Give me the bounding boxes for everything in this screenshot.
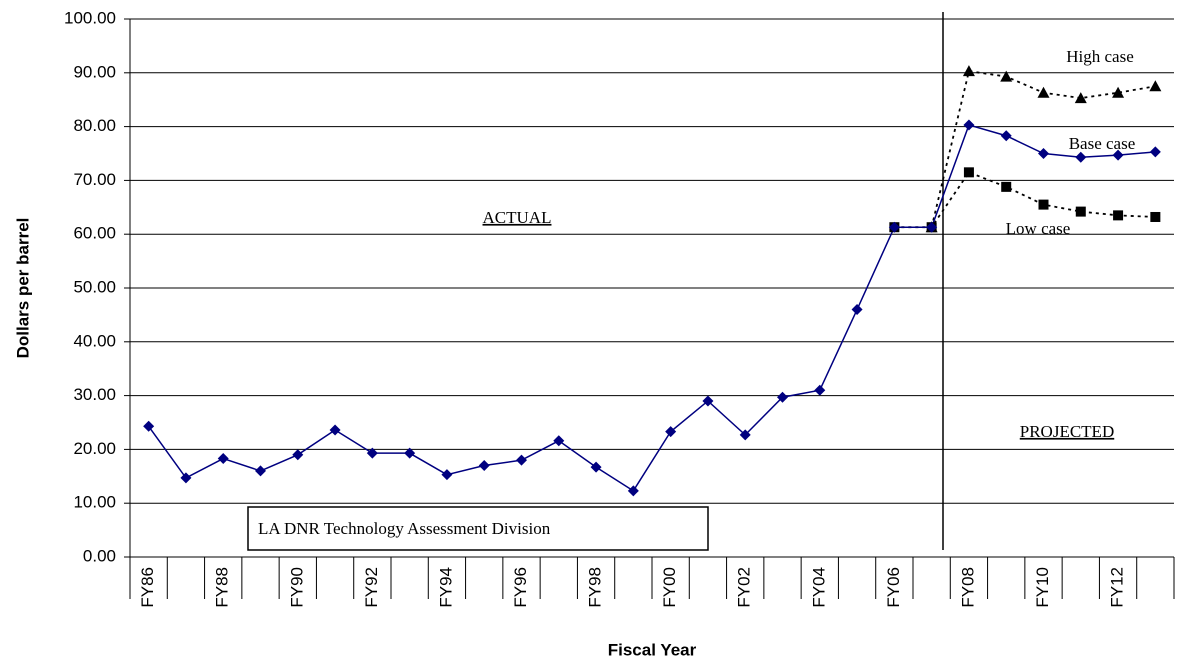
point xyxy=(1001,181,1012,192)
point xyxy=(329,424,341,436)
point xyxy=(1074,92,1087,104)
point xyxy=(366,447,378,459)
point xyxy=(516,454,527,466)
x-tick-label: FY86 xyxy=(138,567,157,608)
y-tick-label: 70.00 xyxy=(73,170,116,189)
point xyxy=(1149,80,1162,92)
x-tick-label: FY04 xyxy=(809,567,828,608)
y-tick-label: 20.00 xyxy=(73,439,116,458)
series-line xyxy=(148,124,1156,492)
x-tick-label: FY96 xyxy=(511,567,530,608)
annotation-actual: ACTUAL xyxy=(483,208,552,227)
series-label: Low case xyxy=(1006,219,1071,238)
x-tick-label: FY08 xyxy=(958,567,977,608)
point xyxy=(255,465,266,477)
point xyxy=(888,221,900,233)
y-tick-label: 0.00 xyxy=(83,546,116,565)
point xyxy=(627,485,639,497)
y-tick-label: 60.00 xyxy=(73,224,116,243)
point xyxy=(1112,86,1125,98)
point xyxy=(1000,70,1013,82)
x-tick-label: FY92 xyxy=(362,567,381,608)
point xyxy=(1113,210,1124,221)
point xyxy=(851,304,863,316)
y-tick-label: 40.00 xyxy=(73,331,116,350)
point xyxy=(702,395,714,407)
x-tick-label: FY12 xyxy=(1108,567,1127,608)
series-line xyxy=(894,171,1156,229)
series-label: Base case xyxy=(1069,134,1136,153)
y-tick-label: 50.00 xyxy=(73,277,116,296)
point xyxy=(665,426,677,438)
point xyxy=(478,460,490,472)
x-axis-label: Fiscal Year xyxy=(608,640,697,659)
x-tick-label: FY06 xyxy=(884,567,903,608)
x-tick-label: FY90 xyxy=(287,567,306,608)
point xyxy=(180,472,192,484)
x-tick-label: FY88 xyxy=(213,567,232,608)
y-tick-label: 80.00 xyxy=(73,116,116,135)
y-tick-label: 10.00 xyxy=(73,493,116,512)
point xyxy=(963,167,974,178)
x-tick-label: FY02 xyxy=(735,567,754,608)
point xyxy=(1149,146,1161,158)
point xyxy=(963,119,975,131)
y-tick-label: 30.00 xyxy=(73,385,116,404)
x-tick-label: FY10 xyxy=(1033,567,1052,608)
point xyxy=(217,453,229,465)
point xyxy=(404,447,416,459)
x-tick-label: FY98 xyxy=(586,567,605,608)
point xyxy=(143,420,155,432)
point xyxy=(1150,211,1161,222)
x-tick-label: FY00 xyxy=(660,567,679,608)
source-box xyxy=(247,506,709,551)
point xyxy=(962,65,975,77)
point xyxy=(777,391,788,403)
point xyxy=(1112,149,1124,161)
point xyxy=(553,435,565,447)
point xyxy=(1075,151,1087,163)
series-label: High case xyxy=(1066,47,1134,66)
y-tick-label: 90.00 xyxy=(73,62,116,81)
point xyxy=(590,461,602,473)
x-tick-label: FY94 xyxy=(436,567,455,608)
point xyxy=(441,469,453,481)
annotation-projected: PROJECTED xyxy=(1020,422,1114,441)
y-tick-label: 100.00 xyxy=(64,8,116,27)
point xyxy=(1038,199,1049,210)
y-axis-label: Dollars per barrel xyxy=(13,218,32,359)
point xyxy=(814,384,826,396)
point xyxy=(1037,86,1050,98)
point xyxy=(1075,206,1086,217)
source-note: LA DNR Technology Assessment Division xyxy=(258,519,551,538)
point xyxy=(739,429,751,441)
point xyxy=(292,449,304,461)
point xyxy=(1038,148,1049,159)
point xyxy=(1000,130,1012,142)
point xyxy=(926,221,938,233)
